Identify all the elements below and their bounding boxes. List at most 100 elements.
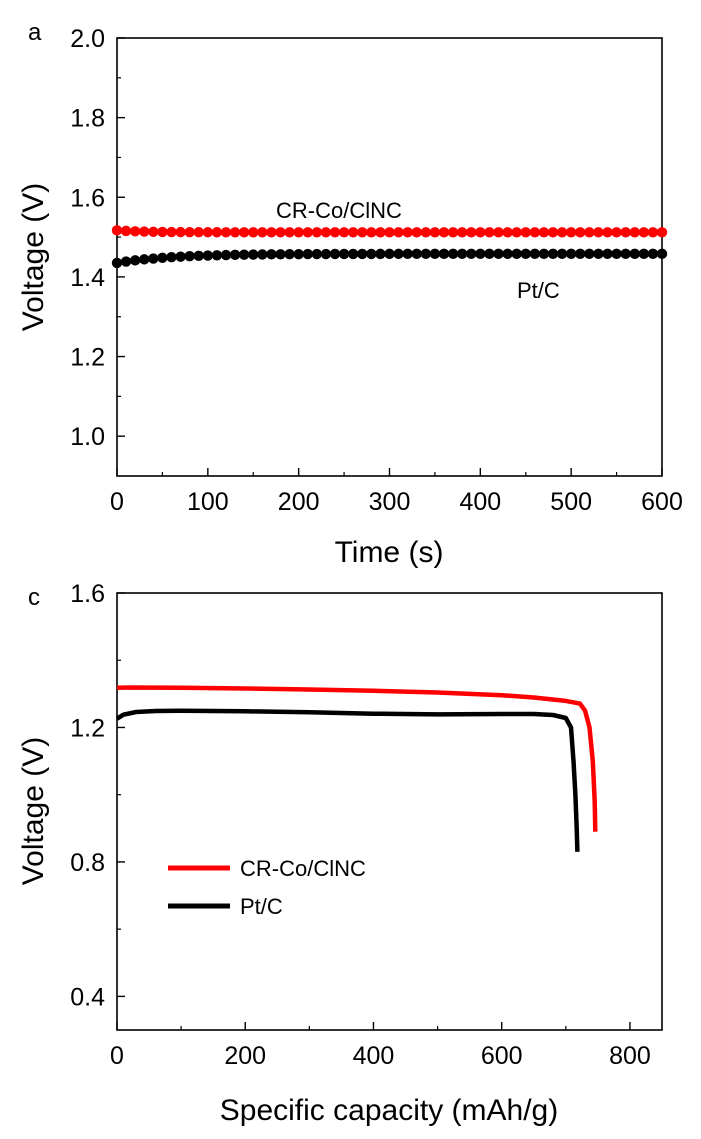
data-point [320, 227, 332, 238]
data-point [211, 227, 223, 238]
data-point [402, 248, 413, 260]
data-point [211, 250, 223, 261]
data-point [511, 227, 522, 238]
data-point [547, 227, 559, 238]
data-point [357, 248, 368, 260]
data-point [293, 227, 304, 238]
data-point [466, 248, 477, 260]
data-point [175, 226, 186, 238]
data-point [202, 227, 214, 238]
data-point [520, 248, 531, 260]
data-point [493, 248, 504, 260]
panel-c-y-tick-label: 0.4 [70, 983, 105, 1011]
data-point [275, 227, 286, 238]
data-point [157, 226, 168, 238]
data-point [229, 227, 241, 238]
panel-c-x-tick-label: 600 [481, 1042, 523, 1070]
data-point [375, 248, 386, 260]
data-point [620, 248, 631, 260]
data-point [502, 248, 513, 260]
panel-a-series-cr-co [111, 225, 668, 238]
data-point [284, 227, 295, 238]
panel-c-x-tick-label: 200 [224, 1042, 266, 1070]
data-point [647, 227, 659, 238]
data-point [129, 255, 141, 266]
data-point [284, 249, 295, 260]
legend-label-cr-co: CR-Co/ClNC [240, 856, 366, 881]
panel-a-y-ticks: 1.0 1.2 1.4 1.6 1.8 2.0 [70, 25, 125, 451]
data-point [575, 248, 586, 260]
data-point [475, 248, 486, 260]
data-point [120, 256, 132, 267]
data-point [248, 249, 259, 260]
panel-a-label-cr-co: CR-Co/ClNC [276, 198, 402, 223]
data-point [593, 227, 604, 238]
panel-a-y-tick-label: 1.2 [70, 344, 105, 372]
data-point [148, 226, 159, 237]
data-point [529, 248, 541, 260]
data-point [466, 227, 477, 238]
data-point [238, 249, 250, 260]
data-point [447, 248, 459, 260]
data-point [638, 248, 650, 260]
panel-c-y-axis-title: Voltage (V) [17, 737, 50, 885]
data-point [629, 227, 640, 238]
panel-c-x-ticks: 0 200 400 600 800 [110, 1022, 651, 1070]
data-point [629, 248, 640, 260]
panel-a-y-tick-label: 1.0 [70, 423, 105, 451]
data-point [456, 248, 468, 260]
data-point [420, 248, 432, 260]
data-point [366, 227, 377, 238]
panel-a-x-tick-label: 400 [459, 488, 501, 516]
data-point [166, 251, 177, 263]
data-point [220, 249, 232, 261]
panel-a-y-axis-title: Voltage (V) [17, 183, 50, 331]
panel-c-y-tick-label: 1.6 [70, 580, 105, 608]
data-point [347, 227, 359, 238]
data-point [429, 227, 441, 238]
data-point [275, 249, 286, 260]
data-point [611, 248, 622, 260]
data-point [584, 248, 595, 260]
data-point [357, 227, 368, 238]
data-point [175, 251, 186, 262]
data-point [248, 227, 259, 238]
data-point [220, 227, 232, 238]
data-point [529, 227, 541, 238]
data-point [347, 248, 359, 260]
data-point [320, 248, 332, 260]
data-point [520, 227, 531, 238]
data-point [338, 227, 350, 238]
data-point [602, 227, 613, 238]
panel-c-y-tick-label: 1.2 [70, 714, 105, 742]
data-point [148, 253, 159, 264]
data-point [438, 248, 450, 260]
data-point [611, 227, 622, 238]
panel-c-y-tick-label: 0.8 [70, 849, 105, 877]
panel-c-x-tick-label: 400 [353, 1042, 395, 1070]
data-point [393, 248, 404, 260]
data-point [238, 227, 250, 238]
data-point [193, 227, 204, 238]
data-point [447, 227, 459, 238]
panel-c-legend: CR-Co/ClNC Pt/C [168, 856, 366, 919]
data-point [493, 227, 504, 238]
data-point [538, 248, 550, 260]
legend-label-pt-c: Pt/C [240, 894, 283, 919]
data-point [338, 248, 350, 260]
panel-a-series-pt-c [111, 248, 668, 269]
panel-c-letter: c [28, 584, 40, 611]
data-point [111, 257, 123, 269]
panel-c-y-ticks: 0.4 0.8 1.2 1.6 [70, 580, 125, 1011]
data-point [129, 226, 141, 237]
data-point [556, 227, 568, 238]
panel-a-y-tick-label: 1.6 [70, 184, 105, 212]
data-point [565, 227, 577, 238]
data-point [202, 250, 214, 261]
panel-c-line-pt-c [115, 708, 580, 852]
data-point [366, 248, 377, 260]
data-point [329, 227, 341, 238]
data-point [375, 227, 386, 238]
data-point [593, 248, 604, 260]
